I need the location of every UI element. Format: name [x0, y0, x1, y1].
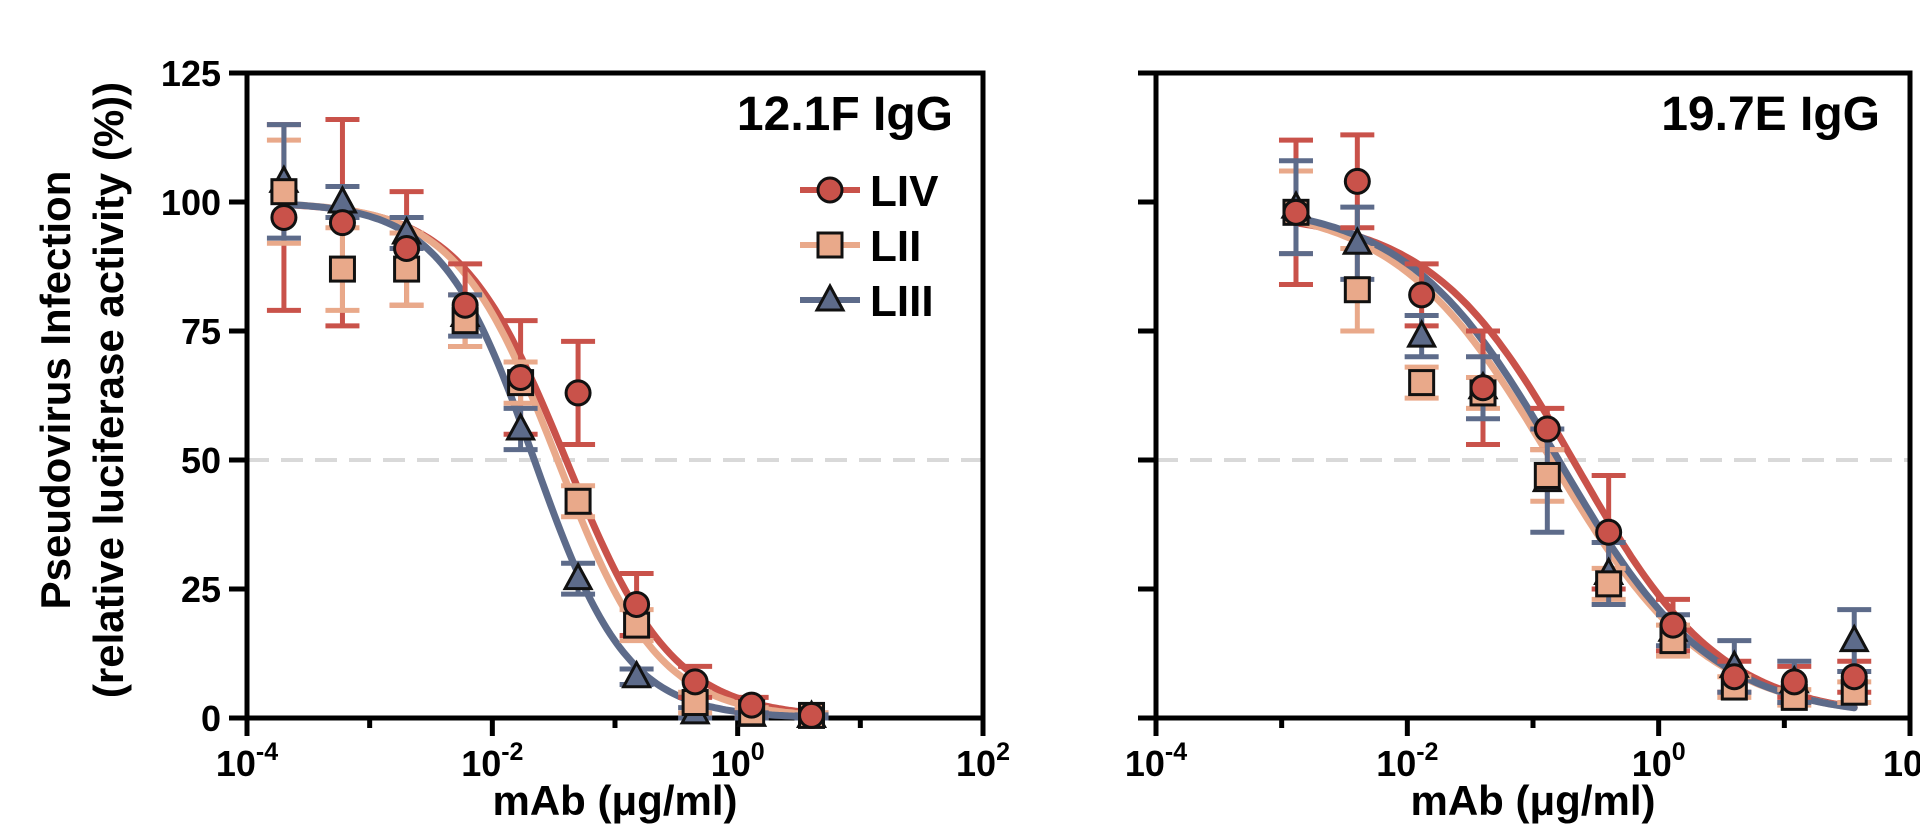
panel1-point-lii	[564, 487, 592, 515]
panel2-x-tick-label: 100	[1632, 738, 1686, 784]
panel2-point-lii	[1343, 276, 1371, 304]
panel2-point-liv	[1595, 518, 1623, 546]
legend-label-liii: LIII	[870, 277, 934, 326]
panel1-point-liv	[681, 668, 709, 696]
legend-marker-liii	[814, 282, 846, 312]
legend-marker-liv	[816, 176, 844, 204]
panel1-point-liii	[562, 561, 594, 591]
panel2-fit-curve-liii	[1292, 214, 1858, 712]
panel1-y-tick-label: 125	[161, 53, 221, 94]
panel2-point-lii	[1533, 461, 1561, 489]
panel1-point-liii	[621, 659, 653, 689]
panel2-point-liii	[1406, 319, 1438, 348]
panel2-point-lii	[1408, 369, 1436, 397]
panel2-point-liv	[1343, 167, 1371, 195]
panel1-point-liv	[507, 363, 535, 391]
panel2-point-liv	[1840, 663, 1868, 691]
panel1-legend: LIV LII LIII	[800, 167, 939, 326]
panel2-point-liv	[1780, 668, 1808, 696]
panel1-point-liv	[738, 691, 766, 719]
legend-label-liv: LIV	[870, 167, 939, 216]
panel2-x-tick-label: 102	[1883, 738, 1920, 784]
panel1-y-tick-label: 50	[181, 440, 221, 481]
y-axis-title-line1: Pseudovirus Infection	[32, 171, 79, 610]
panel2-fit-curve-liv	[1292, 219, 1858, 711]
panel1-point-lii	[270, 178, 298, 206]
panel1-point-liv	[623, 590, 651, 618]
panel-right: 10-4 10-2 100 102 mAb (μg/ml) 19.7E IgG	[1125, 70, 1920, 824]
panel1-x-tick-label: 102	[956, 738, 1010, 784]
panel1-x-tick-label: 100	[711, 738, 765, 784]
panel2-point-liv	[1720, 663, 1748, 691]
y-axis-title-line2: (relative luciferase activity (%))	[85, 82, 132, 698]
panel1-y-tick-label: 0	[201, 698, 221, 739]
legend-label-lii: LII	[870, 222, 921, 271]
panel1-point-liv	[451, 291, 479, 319]
panel-left: 0 25 50 75 100 125 10-4 10-2 100 102 mAb (μg/ml) 12…	[161, 53, 1010, 824]
panel1-x-axis-title: mAb (μg/ml)	[492, 777, 737, 824]
panel1-y-tick-label: 75	[181, 311, 221, 352]
panel1-point-liv	[270, 203, 298, 231]
panel1-y-tick-label: 25	[181, 569, 221, 610]
panel1-point-liv	[393, 234, 421, 262]
legend-marker-lii	[816, 231, 844, 259]
panel2-point-liv	[1408, 281, 1436, 309]
panel2-point-liv	[1533, 415, 1561, 443]
panel1-point-liv	[328, 209, 356, 237]
panel2-point-liii	[1838, 623, 1870, 653]
panel1-fit-curve-liii	[280, 200, 815, 721]
panel1-point-liii	[326, 184, 358, 214]
panel1-point-liv	[564, 379, 592, 407]
panel1-point-lii	[328, 255, 356, 283]
panel1-title: 12.1F IgG	[737, 88, 953, 141]
panel2-point-lii	[1595, 570, 1623, 598]
panel2-x-tick-label: 10-2	[1376, 738, 1438, 784]
panel1-point-liii	[505, 411, 537, 441]
panel2-point-liv	[1659, 611, 1687, 639]
panel2-point-liv	[1469, 374, 1497, 402]
panel1-point-lii	[623, 611, 651, 639]
panel2-point-liii	[1341, 226, 1373, 255]
panel1-x-tick-label: 10-2	[461, 738, 523, 784]
panel2-point-liv	[1282, 198, 1310, 226]
panel2-title: 19.7E IgG	[1661, 88, 1880, 141]
panel1-y-tick-label: 100	[161, 182, 221, 223]
panel2-x-axis-title: mAb (μg/ml)	[1410, 777, 1655, 824]
panel1-x-tick-label: 10-4	[216, 738, 278, 784]
panel1-point-liv	[798, 701, 826, 729]
panel2-x-tick-label: 10-4	[1125, 738, 1187, 784]
